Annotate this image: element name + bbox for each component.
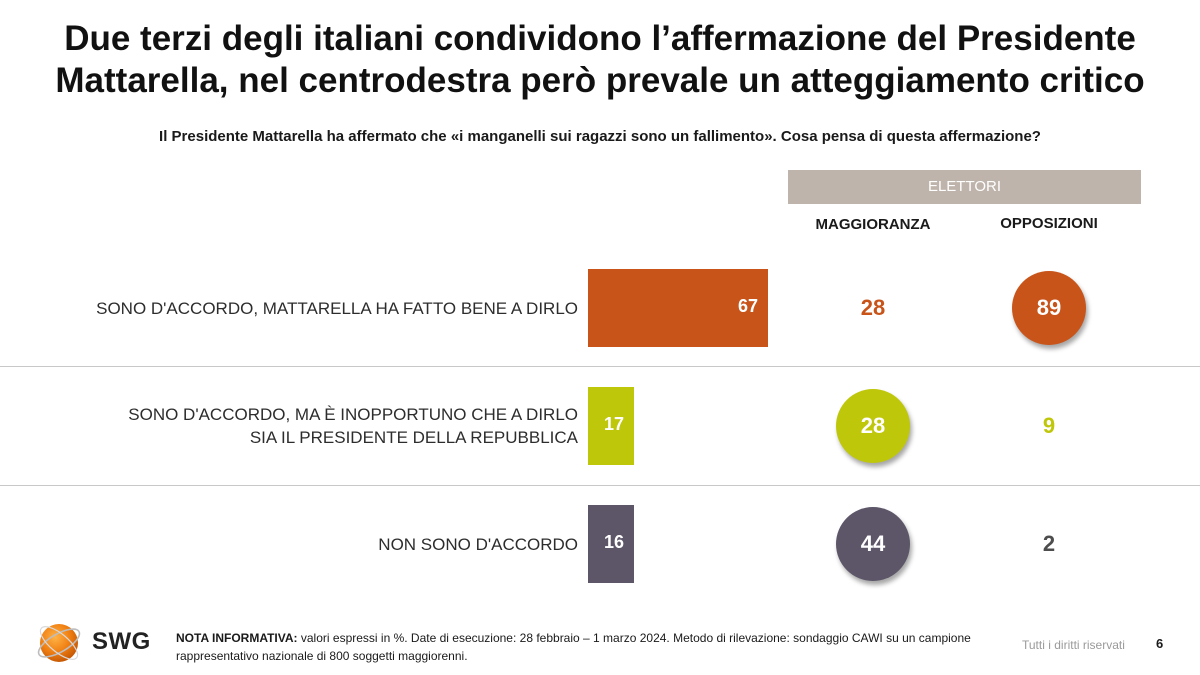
value-opposizioni-3: 2 bbox=[1042, 531, 1056, 556]
row-divider-2 bbox=[0, 485, 1200, 486]
methodology-note: NOTA INFORMATIVA: valori espressi in %. … bbox=[176, 629, 986, 665]
circle-opposizioni-1 bbox=[1012, 271, 1086, 345]
bar-total-1 bbox=[588, 269, 768, 347]
row-divider-1 bbox=[0, 366, 1200, 367]
row-label-1-line-1: SONO D'ACCORDO, MATTARELLA HA FATTO BENE… bbox=[96, 298, 578, 318]
bar-value-1: 67 bbox=[737, 296, 758, 316]
circle-maggioranza-2 bbox=[836, 389, 910, 463]
value-opposizioni-1: 89 bbox=[1036, 295, 1062, 320]
circle-maggioranza-3 bbox=[836, 507, 910, 581]
column-header-maggioranza: MAGGIORANZA bbox=[815, 216, 931, 233]
row-label-3: NON SONO D'ACCORDO bbox=[18, 533, 578, 556]
value-maggioranza-3: 44 bbox=[860, 531, 886, 556]
bar-total-3 bbox=[588, 505, 634, 583]
column-header-opposizioni: OPPOSIZIONI bbox=[1000, 215, 1098, 232]
page-number: 6 bbox=[1156, 636, 1164, 651]
title-line-1: Due terzi degli italiani condividono l’a… bbox=[64, 19, 1136, 58]
row-label-3-line-1: NON SONO D'ACCORDO bbox=[378, 534, 578, 554]
swg-logo-globe-icon bbox=[37, 624, 81, 662]
note-label: NOTA INFORMATIVA: bbox=[176, 631, 298, 645]
rights-text: Tutti i diritti riservati bbox=[1022, 638, 1125, 652]
title-line-2: Mattarella, nel centrodestra però preval… bbox=[55, 61, 1145, 100]
bar-total-2 bbox=[588, 387, 634, 465]
note-line-1: valori espressi in %. Date di esecuzione… bbox=[297, 631, 971, 645]
row-label-2: SONO D'ACCORDO, MA È INOPPORTUNO CHE A D… bbox=[18, 403, 578, 449]
value-maggioranza-2: 28 bbox=[860, 413, 886, 438]
bar-value-2: 17 bbox=[603, 414, 624, 434]
value-opposizioni-2: 9 bbox=[1042, 413, 1056, 438]
value-maggioranza-1: 28 bbox=[860, 295, 886, 320]
note-line-2: rappresentativo nazionale di 800 soggett… bbox=[176, 649, 468, 663]
row-label-2-line-1: SONO D'ACCORDO, MA È INOPPORTUNO CHE A D… bbox=[128, 405, 578, 424]
bar-value-3: 16 bbox=[603, 532, 624, 552]
row-label-1: SONO D'ACCORDO, MATTARELLA HA FATTO BENE… bbox=[18, 297, 578, 320]
swg-logo-text: SWG bbox=[92, 628, 151, 655]
elettori-header: ELETTORI bbox=[788, 170, 1141, 204]
slide-title: Due terzi degli italiani condividono l’a… bbox=[0, 18, 1200, 102]
row-label-2-line-2: SIA IL PRESIDENTE DELLA REPUBBLICA bbox=[249, 428, 578, 447]
question-text: Il Presidente Mattarella ha affermato ch… bbox=[159, 128, 1041, 145]
